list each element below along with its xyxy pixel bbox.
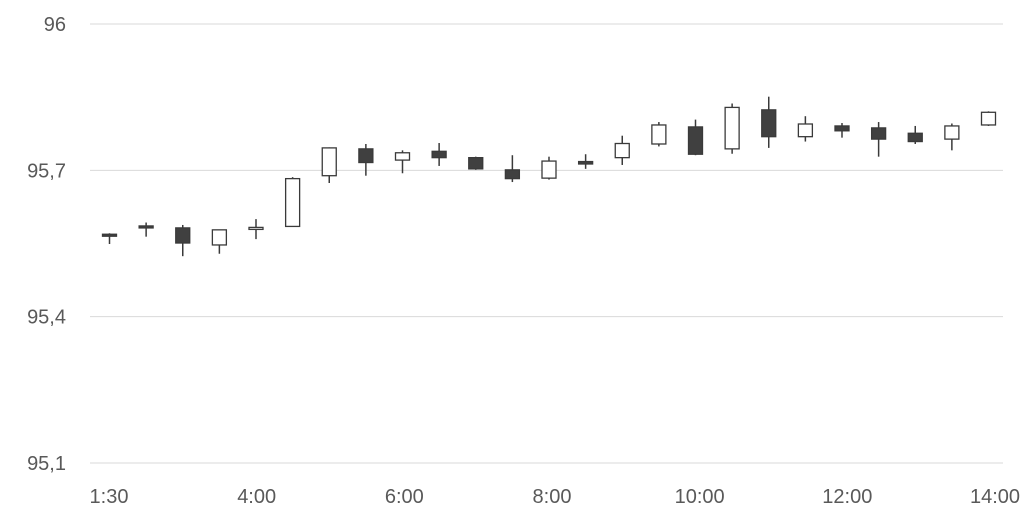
y-axis: 96 95,7 95,4 95,1 bbox=[27, 14, 66, 475]
candle bbox=[541, 156, 557, 180]
candle-body-down bbox=[870, 127, 887, 140]
candle-body-down bbox=[761, 109, 777, 138]
candle-body-down bbox=[175, 227, 191, 244]
candle-body-up bbox=[284, 177, 301, 228]
candle bbox=[101, 233, 118, 244]
candle bbox=[138, 222, 154, 237]
candle bbox=[504, 155, 521, 183]
x-axis: 1:30 4:00 6:00 8:00 10:00 12:00 14:00 bbox=[90, 486, 1021, 508]
candle bbox=[211, 229, 228, 254]
candle-body-down bbox=[431, 150, 447, 159]
candle-body-down bbox=[834, 125, 850, 132]
candle-body-down bbox=[468, 157, 484, 170]
candle-body-down bbox=[577, 160, 594, 165]
x-tick-label: 10:00 bbox=[675, 486, 725, 508]
x-tick-label: 4:00 bbox=[237, 486, 276, 508]
candle bbox=[468, 156, 484, 170]
candle-body-down bbox=[687, 126, 704, 155]
candle bbox=[724, 103, 740, 154]
x-tick-label: 14:00 bbox=[970, 486, 1020, 508]
x-tick-label: 6:00 bbox=[385, 486, 424, 508]
candle-body-up bbox=[797, 123, 814, 138]
candles bbox=[101, 96, 997, 257]
candle-body-down bbox=[101, 233, 118, 237]
candle bbox=[980, 111, 997, 126]
x-tick-label: 12:00 bbox=[822, 486, 872, 508]
candle-body-up bbox=[651, 124, 667, 145]
candle-body-up bbox=[541, 160, 557, 179]
candle-body-up bbox=[980, 111, 997, 126]
grid-layer bbox=[90, 23, 1003, 464]
candle-body-up bbox=[321, 147, 337, 177]
candle-body-up bbox=[248, 226, 264, 231]
candle-body-up bbox=[394, 152, 411, 161]
x-tick-label: 1:30 bbox=[90, 486, 129, 508]
candle-body-down bbox=[358, 148, 374, 164]
candle bbox=[577, 154, 594, 169]
candle bbox=[907, 125, 923, 144]
candle bbox=[358, 143, 374, 176]
candle bbox=[321, 147, 337, 184]
candle bbox=[248, 219, 264, 240]
candle-body-down bbox=[907, 132, 923, 143]
y-tick-label: 95,7 bbox=[27, 160, 66, 182]
candle bbox=[834, 123, 850, 138]
candle bbox=[175, 224, 191, 257]
candle bbox=[761, 96, 777, 148]
candle bbox=[651, 122, 667, 147]
candle bbox=[394, 150, 411, 174]
candle bbox=[431, 143, 447, 166]
candle-body-down bbox=[504, 169, 521, 180]
candle-body-up bbox=[944, 125, 960, 140]
candle-body-up bbox=[724, 106, 740, 150]
candle bbox=[797, 116, 814, 142]
candle-body-down bbox=[138, 225, 154, 229]
candle-body-up bbox=[614, 142, 630, 159]
candle-body-up bbox=[211, 229, 228, 246]
candle bbox=[870, 122, 887, 157]
y-tick-label: 96 bbox=[44, 14, 66, 36]
y-tick-label: 95,4 bbox=[27, 307, 66, 329]
candle bbox=[284, 177, 301, 228]
y-tick-label: 95,1 bbox=[27, 453, 66, 475]
candle bbox=[944, 123, 960, 151]
candle bbox=[687, 119, 704, 156]
candle bbox=[614, 135, 630, 165]
x-tick-label: 8:00 bbox=[533, 486, 572, 508]
